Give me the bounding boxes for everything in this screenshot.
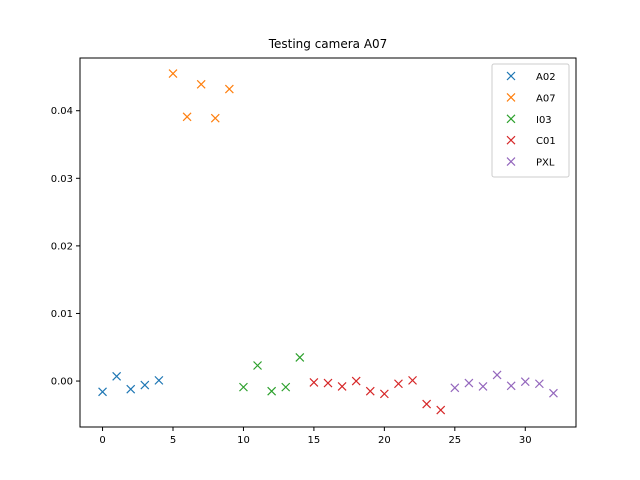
data-point-a07 <box>168 69 178 78</box>
data-point-pxl <box>520 377 530 387</box>
data-point-i03 <box>253 361 262 370</box>
x-tick-label: 30 <box>519 435 532 446</box>
data-point-a02 <box>112 371 122 381</box>
data-point-a02 <box>154 375 164 385</box>
legend-marker-pxl <box>506 157 516 167</box>
data-point-c01 <box>422 399 432 409</box>
y-tick-label: 0.03 <box>51 174 73 185</box>
data-point-pxl <box>534 379 544 389</box>
legend-label-pxl: PXL <box>536 158 555 169</box>
x-tick-label: 10 <box>237 435 250 446</box>
legend-marker-c01 <box>506 135 516 145</box>
data-point-i03 <box>267 386 277 396</box>
x-tick-label: 25 <box>448 435 461 446</box>
data-point-pxl <box>492 370 502 380</box>
plot-area <box>98 69 558 415</box>
data-point-a07 <box>182 112 192 122</box>
legend-label-a02: A02 <box>536 72 556 83</box>
data-point-i03 <box>281 382 291 392</box>
data-point-pxl <box>464 378 474 388</box>
data-point-c01 <box>379 389 389 399</box>
legend-label-i03: I03 <box>536 115 552 126</box>
data-point-i03 <box>239 382 248 392</box>
data-point-a07 <box>196 79 206 89</box>
data-point-pxl <box>549 388 558 398</box>
axes-frame <box>79 57 577 428</box>
axis-ticks: 0 5 10 15 20 25 30 0.00 0.01 0.02 0.03 0.04 <box>51 106 532 446</box>
y-tick-label: 0.01 <box>51 309 73 320</box>
x-tick-label: 20 <box>378 435 391 446</box>
legend-marker-a02 <box>506 71 516 81</box>
data-point-c01 <box>436 405 446 415</box>
data-point-c01 <box>323 378 333 388</box>
legend-box <box>491 63 570 178</box>
legend-marker-a07 <box>506 92 516 102</box>
data-point-c01 <box>351 376 361 386</box>
legend: A02 A07 I03 C01 PXL <box>491 63 570 178</box>
data-point-a02 <box>126 384 136 394</box>
data-point-pxl <box>450 383 460 393</box>
legend-marker-i03 <box>506 114 516 124</box>
legend-label-c01: C01 <box>536 136 556 147</box>
data-point-pxl <box>506 381 516 391</box>
data-point-a02 <box>98 387 107 397</box>
data-point-a07 <box>224 84 234 94</box>
data-point-a02 <box>140 380 150 390</box>
data-point-c01 <box>309 377 319 387</box>
x-tick-label: 0 <box>99 435 105 446</box>
data-point-a07 <box>210 113 220 123</box>
x-tick-label: 5 <box>170 435 176 446</box>
y-tick-label: 0.00 <box>51 377 73 388</box>
data-point-c01 <box>408 375 417 385</box>
data-point-i03 <box>295 352 305 362</box>
y-tick-label: 0.02 <box>51 241 73 252</box>
data-point-pxl <box>478 382 488 391</box>
data-point-c01 <box>365 386 375 396</box>
data-point-c01 <box>394 379 403 389</box>
y-tick-label: 0.04 <box>51 106 73 117</box>
x-tick-label: 15 <box>308 435 321 446</box>
chart-title: Testing camera A07 <box>268 37 388 51</box>
data-point-c01 <box>337 382 347 391</box>
legend-label-a07: A07 <box>536 93 556 104</box>
